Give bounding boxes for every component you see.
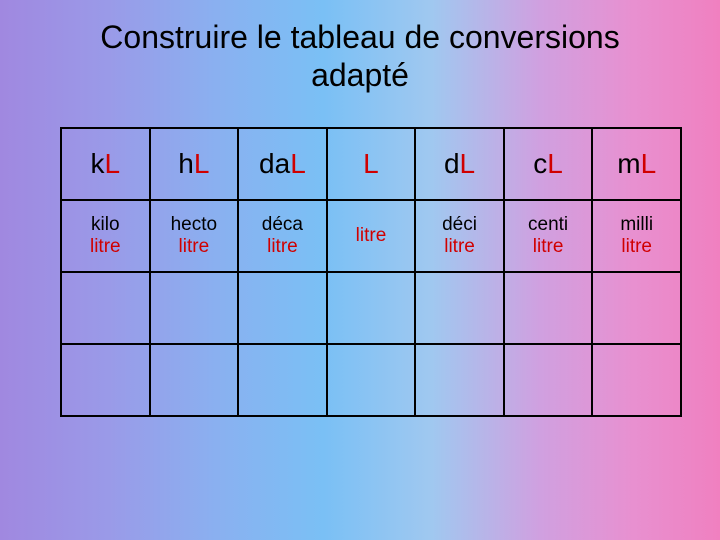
cell-empty [150, 344, 239, 416]
table-row-abbr: kL hL daL L dL cL mL [61, 128, 681, 200]
full-unit: litre [533, 236, 564, 257]
table-row-full: kilolitre hectolitre décalitre litre déc… [61, 200, 681, 272]
cell-empty [61, 344, 150, 416]
conversion-table: kL hL daL L dL cL mL kilolitre hectolitr… [60, 127, 682, 417]
table-row-empty [61, 272, 681, 344]
cell-abbr: L [327, 128, 416, 200]
full-prefix: déca [262, 214, 303, 235]
abbr-prefix: da [259, 148, 290, 179]
cell-abbr: mL [592, 128, 681, 200]
cell-empty [592, 272, 681, 344]
abbr-unit: L [641, 148, 657, 179]
full-unit: litre [356, 225, 387, 246]
cell-empty [238, 272, 327, 344]
abbr-prefix: c [533, 148, 547, 179]
cell-empty [327, 344, 416, 416]
full-unit: litre [90, 236, 121, 257]
cell-empty [415, 272, 504, 344]
abbr-unit: L [363, 148, 379, 179]
abbr-prefix: h [178, 148, 194, 179]
cell-empty [504, 344, 593, 416]
cell-full: décilitre [415, 200, 504, 272]
cell-abbr: cL [504, 128, 593, 200]
cell-empty [592, 344, 681, 416]
cell-empty [238, 344, 327, 416]
cell-empty [61, 272, 150, 344]
cell-full: millilitre [592, 200, 681, 272]
cell-full: kilolitre [61, 200, 150, 272]
cell-full: décalitre [238, 200, 327, 272]
abbr-unit: L [460, 148, 476, 179]
abbr-prefix: k [90, 148, 104, 179]
conversion-table-wrap: kL hL daL L dL cL mL kilolitre hectolitr… [0, 95, 720, 417]
cell-full: centilitre [504, 200, 593, 272]
full-unit: litre [179, 236, 210, 257]
full-unit: litre [444, 236, 475, 257]
cell-empty [327, 272, 416, 344]
cell-full: litre [327, 200, 416, 272]
full-prefix: hecto [171, 214, 217, 235]
full-unit: litre [621, 236, 652, 257]
cell-full: hectolitre [150, 200, 239, 272]
full-prefix: milli [620, 214, 653, 235]
cell-abbr: daL [238, 128, 327, 200]
full-prefix: déci [442, 214, 477, 235]
table-row-empty [61, 344, 681, 416]
full-prefix: kilo [91, 214, 120, 235]
title-line2: adapté [311, 57, 409, 93]
abbr-prefix: m [617, 148, 640, 179]
abbr-unit: L [194, 148, 210, 179]
abbr-prefix: d [444, 148, 460, 179]
abbr-unit: L [290, 148, 306, 179]
cell-empty [150, 272, 239, 344]
cell-abbr: hL [150, 128, 239, 200]
title-line1: Construire le tableau de conversions [100, 19, 619, 55]
abbr-unit: L [547, 148, 563, 179]
cell-empty [504, 272, 593, 344]
full-unit: litre [267, 236, 298, 257]
abbr-unit: L [104, 148, 120, 179]
full-prefix: centi [528, 214, 568, 235]
cell-empty [415, 344, 504, 416]
cell-abbr: kL [61, 128, 150, 200]
cell-abbr: dL [415, 128, 504, 200]
page-title: Construire le tableau de conversions ada… [0, 0, 720, 95]
